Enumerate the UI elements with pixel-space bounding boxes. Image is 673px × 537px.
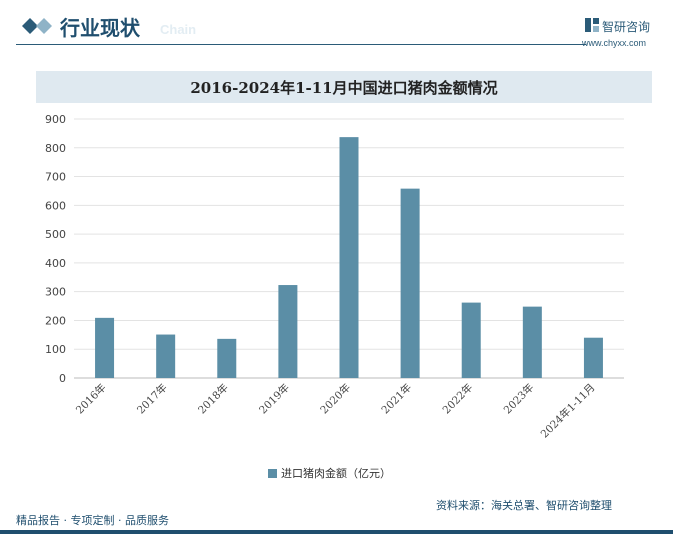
legend-label: 进口猪肉金额（亿元） [281, 467, 391, 480]
section-title: 行业现状 [60, 16, 140, 40]
bar [95, 317, 115, 378]
x-tick-label: 2019年 [256, 381, 292, 417]
section-subtitle: Chain [160, 22, 197, 37]
bar [583, 337, 603, 378]
y-tick-label: 100 [45, 343, 66, 356]
y-tick-label: 0 [59, 372, 66, 385]
footer-slogan: 精品报告 · 专项定制 · 品质服务 [16, 514, 169, 527]
brand-logo-icon [584, 17, 600, 37]
y-tick-label: 700 [45, 171, 66, 184]
x-tick-label: 2021年 [379, 381, 415, 417]
bar-chart: 0 100 200 300 400 500 600 700 800 900 2016年 2017年 20… [45, 113, 624, 441]
chart-legend: 进口猪肉金额（亿元） [268, 465, 391, 481]
x-tick-label: 2022年 [440, 381, 476, 417]
footer-bar [0, 530, 673, 534]
x-tick-label: 2020年 [318, 381, 354, 417]
y-tick-label: 800 [45, 142, 66, 155]
bar [522, 306, 542, 378]
x-tick-label: 2016年 [73, 381, 109, 417]
data-source: 资料来源：海关总署、智研咨询整理 [436, 499, 612, 512]
header-diamond-icon [22, 16, 54, 40]
bar [156, 334, 176, 378]
bar [400, 188, 420, 378]
y-tick-label: 300 [45, 286, 66, 299]
chart-title-bar [36, 71, 652, 103]
x-tick-label: 2017年 [134, 381, 170, 417]
y-tick-label: 500 [45, 228, 66, 241]
bar [278, 285, 298, 378]
legend-swatch [268, 469, 277, 478]
bar [461, 302, 481, 378]
y-tick-label: 200 [45, 314, 66, 327]
bar [217, 338, 237, 378]
y-tick-label: 600 [45, 199, 66, 212]
x-tick-label: 2023年 [501, 381, 537, 417]
y-tick-label: 900 [45, 113, 66, 126]
bar [339, 137, 359, 378]
x-tick-label: 2024年1-11月 [538, 381, 598, 441]
header-divider [16, 44, 586, 45]
brand-name: 智研咨询 [602, 20, 651, 34]
brand-url: www.chyxx.com [582, 38, 647, 48]
chart-title: 2016-2024年1-11月中国进口猪肉金额情况 [190, 79, 498, 97]
y-tick-label: 400 [45, 257, 66, 270]
x-tick-label: 2018年 [195, 381, 231, 417]
